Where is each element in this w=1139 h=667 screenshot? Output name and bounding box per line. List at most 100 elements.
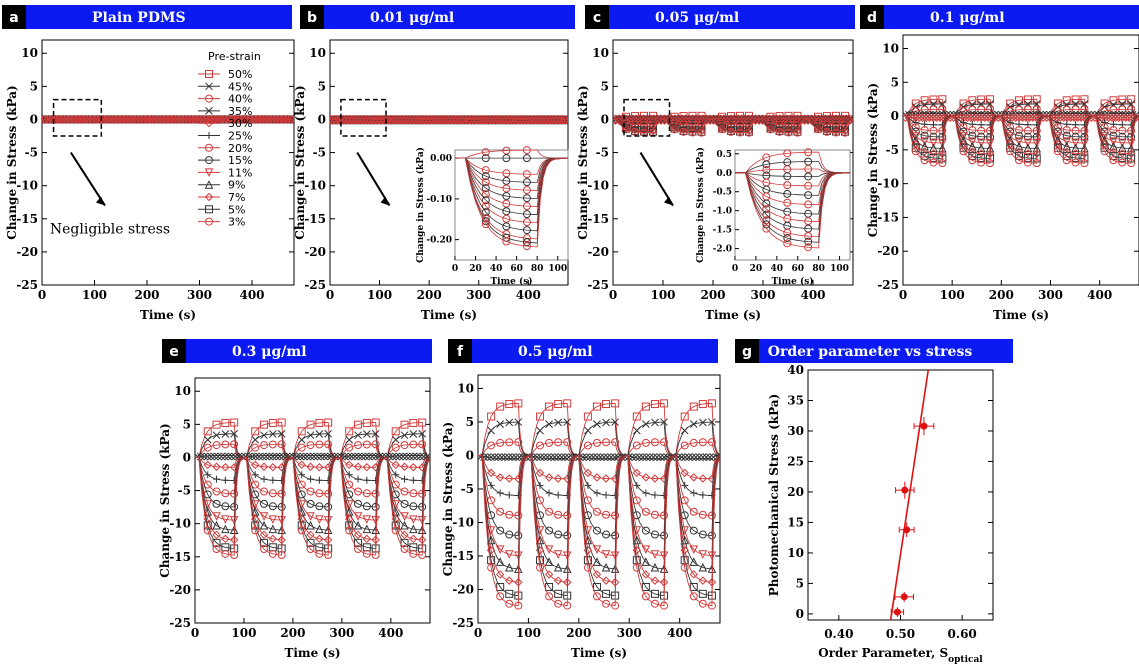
inset-series-line xyxy=(735,172,851,187)
inset-y-label: Change in Stress (kPa) xyxy=(695,147,706,263)
data-point xyxy=(920,131,929,140)
inset-data-point xyxy=(762,216,771,225)
data-point xyxy=(554,510,563,519)
inset-x-tick-label: 20 xyxy=(469,264,482,274)
y-tick-label: 35 xyxy=(787,393,804,407)
legend-label: 7% xyxy=(228,191,245,204)
data-point xyxy=(230,551,239,560)
data-point xyxy=(392,452,401,461)
data-point xyxy=(315,515,324,524)
data-point xyxy=(707,511,716,520)
data-point xyxy=(646,453,654,461)
data-point xyxy=(911,147,920,156)
data-point xyxy=(901,486,909,494)
data-point xyxy=(1006,147,1015,156)
legend-marker xyxy=(204,168,214,178)
data-point xyxy=(400,538,409,547)
data-point xyxy=(584,426,592,435)
data-point xyxy=(976,149,986,158)
inset-data-point xyxy=(804,200,813,209)
data-point xyxy=(259,512,269,521)
traces xyxy=(903,95,1139,168)
inset-y-tick-label: -2.0 xyxy=(713,245,732,255)
x-tick-label: 0.40 xyxy=(824,627,853,641)
data-point xyxy=(611,531,620,540)
x-tick-label: 400 xyxy=(1087,288,1112,302)
legend: Pre-strain 50%45%40%35%30%25%20%15%11%9%7… xyxy=(198,50,261,229)
data-point xyxy=(976,138,986,148)
data-point xyxy=(251,526,260,535)
data-point xyxy=(353,530,363,540)
data-point xyxy=(277,440,286,449)
plot-frame xyxy=(807,369,994,621)
data-point xyxy=(505,530,514,539)
data-point xyxy=(306,520,315,530)
traces xyxy=(330,115,568,125)
data-point xyxy=(409,502,418,511)
data-point xyxy=(688,453,697,461)
data-point xyxy=(707,438,716,447)
data-point xyxy=(1018,113,1027,122)
data-point xyxy=(976,143,986,152)
data-point xyxy=(553,576,563,585)
y-tick-label: 5 xyxy=(30,79,38,93)
data-point xyxy=(660,601,669,610)
traces xyxy=(195,418,430,560)
data-point xyxy=(306,487,315,496)
data-point xyxy=(315,534,324,544)
data-point xyxy=(641,592,650,601)
series-12 xyxy=(195,456,430,560)
data-point xyxy=(1023,126,1032,135)
data-point xyxy=(536,426,544,435)
data-point xyxy=(496,402,505,411)
data-point xyxy=(650,438,659,447)
inset-data-point xyxy=(481,220,490,229)
data-point xyxy=(324,551,333,560)
data-point xyxy=(584,481,592,489)
series-line xyxy=(478,454,720,537)
data-point xyxy=(307,475,315,483)
y-tick-label: -5 xyxy=(886,143,899,157)
data-point xyxy=(593,420,601,428)
inset-b: 0.00 -0.10 -0.20 0 20 40 60 80 100 Time (s) Change… xyxy=(415,146,569,287)
data-point xyxy=(983,113,993,122)
y-axis-label: Change in Stress (kPa) xyxy=(576,85,590,239)
data-point xyxy=(633,481,641,489)
data-point xyxy=(832,128,840,137)
data-point xyxy=(642,489,650,497)
data-point xyxy=(689,557,699,566)
data-point xyxy=(707,601,716,610)
data-point xyxy=(689,420,698,428)
inset-x-label: Time (s) xyxy=(490,276,532,287)
series-line xyxy=(903,115,1139,132)
data-point xyxy=(1021,113,1031,122)
inset-data-point xyxy=(522,210,531,219)
legend-entry: 45% xyxy=(198,80,252,93)
data-point xyxy=(286,115,294,124)
data-point xyxy=(959,147,968,156)
data-point xyxy=(212,441,221,450)
data-point xyxy=(1015,156,1024,165)
data-point xyxy=(600,453,608,461)
data-point xyxy=(689,507,698,516)
series-3 xyxy=(478,453,720,461)
inset-series-line xyxy=(735,151,851,174)
data-point xyxy=(1118,158,1127,167)
inset-series-line xyxy=(455,157,569,216)
data-point xyxy=(702,453,711,461)
data-point xyxy=(351,452,359,461)
data-point xyxy=(611,511,620,520)
data-point xyxy=(260,538,269,547)
panel-header-a: a Plain PDMS xyxy=(2,5,292,29)
data-point xyxy=(589,453,598,461)
data-point xyxy=(221,534,230,544)
data-point xyxy=(920,96,929,105)
data-point xyxy=(911,132,921,141)
data-point xyxy=(932,113,941,122)
inset-frame xyxy=(734,149,851,261)
inset-data-point xyxy=(804,191,813,200)
data-point xyxy=(670,125,679,134)
data-point xyxy=(221,524,230,534)
data-point xyxy=(354,545,363,554)
data-point xyxy=(400,530,409,540)
